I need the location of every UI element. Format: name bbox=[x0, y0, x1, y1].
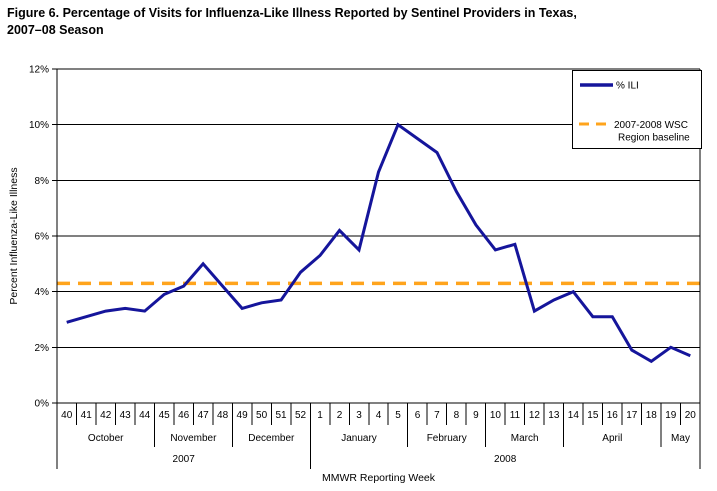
y-tick-label: 0% bbox=[35, 399, 50, 410]
y-tick-label: 4% bbox=[35, 287, 50, 298]
month-label: November bbox=[170, 433, 217, 444]
y-tick-label: 10% bbox=[29, 120, 49, 131]
month-label: March bbox=[511, 433, 539, 444]
week-label: 51 bbox=[276, 410, 288, 421]
y-tick-label: 2% bbox=[35, 343, 50, 354]
week-label: 3 bbox=[356, 410, 362, 421]
y-tick-label: 6% bbox=[35, 232, 50, 243]
week-label: 8 bbox=[454, 410, 460, 421]
week-label: 15 bbox=[587, 410, 599, 421]
week-label: 7 bbox=[434, 410, 440, 421]
figure-title-line1: Figure 6. Percentage of Visits for Influ… bbox=[7, 6, 577, 20]
week-label: 49 bbox=[237, 410, 249, 421]
month-label: October bbox=[88, 433, 124, 444]
week-label: 42 bbox=[100, 410, 112, 421]
year-label: 2008 bbox=[494, 454, 517, 465]
legend-ili-label: % ILI bbox=[616, 81, 639, 92]
ili-series-line bbox=[66, 122, 691, 364]
month-label: February bbox=[427, 433, 467, 444]
week-label: 18 bbox=[646, 410, 658, 421]
week-label: 5 bbox=[395, 410, 401, 421]
week-label: 14 bbox=[568, 410, 580, 421]
week-label: 46 bbox=[178, 410, 190, 421]
figure-title-line2: 2007–08 Season bbox=[7, 22, 104, 37]
week-label: 44 bbox=[139, 410, 151, 421]
week-label: 6 bbox=[415, 410, 421, 421]
week-label: 10 bbox=[490, 410, 502, 421]
x-axis-title: MMWR Reporting Week bbox=[322, 472, 436, 484]
week-label: 40 bbox=[61, 410, 73, 421]
week-label: 19 bbox=[665, 410, 677, 421]
week-label: 12 bbox=[529, 410, 541, 421]
week-label: 20 bbox=[685, 410, 697, 421]
week-label: 48 bbox=[217, 410, 229, 421]
month-label: December bbox=[248, 433, 295, 444]
month-label: April bbox=[602, 433, 622, 444]
y-axis-title: Percent Influenza-Like Illness bbox=[8, 167, 20, 304]
week-label: 41 bbox=[81, 410, 93, 421]
week-label: 17 bbox=[626, 410, 638, 421]
figure-title: Figure 6. Percentage of Visits for Influ… bbox=[7, 5, 707, 38]
week-label: 13 bbox=[548, 410, 560, 421]
y-tick-label: 12% bbox=[29, 65, 49, 76]
week-label: 50 bbox=[256, 410, 268, 421]
week-label: 2 bbox=[337, 410, 343, 421]
legend-baseline-label-line1: 2007-2008 WSC bbox=[614, 120, 688, 131]
y-tick-label: 8% bbox=[35, 176, 50, 187]
year-label: 2007 bbox=[173, 454, 196, 465]
legend-baseline-label-line2: Region baseline bbox=[618, 133, 690, 144]
week-label: 9 bbox=[473, 410, 479, 421]
week-label: 43 bbox=[120, 410, 132, 421]
week-label: 1 bbox=[317, 410, 323, 421]
week-label: 47 bbox=[198, 410, 210, 421]
month-label: May bbox=[671, 433, 690, 444]
week-label: 16 bbox=[607, 410, 619, 421]
week-label: 52 bbox=[295, 410, 307, 421]
month-label: January bbox=[341, 433, 377, 444]
week-label: 11 bbox=[510, 410, 521, 421]
week-label: 4 bbox=[376, 410, 382, 421]
week-label: 45 bbox=[159, 410, 171, 421]
